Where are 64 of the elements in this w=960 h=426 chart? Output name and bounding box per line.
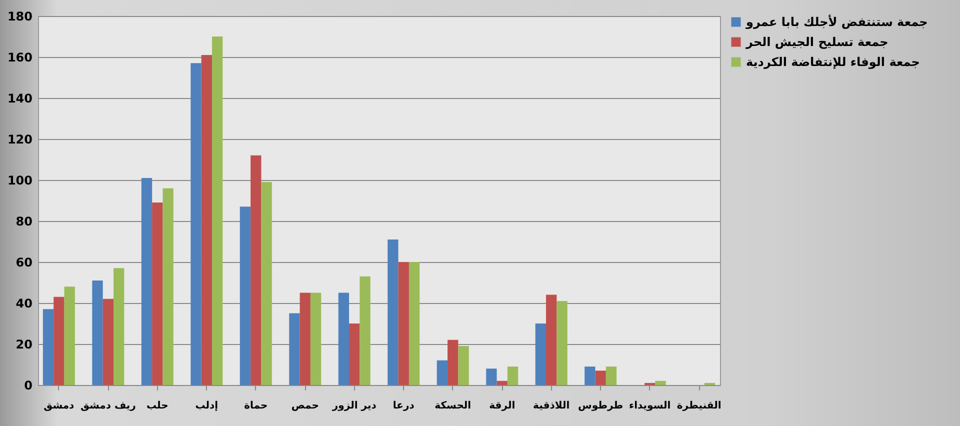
legend-label: جمعة تسليح الجيش الحر <box>745 35 888 49</box>
bar <box>310 292 322 385</box>
legend-label: جمعة ستنتفض لأجلك بابا عمرو <box>745 14 928 29</box>
bar <box>535 324 546 385</box>
y-tick-label: 0 <box>24 378 32 392</box>
y-tick-label: 20 <box>16 338 32 352</box>
x-tick-label: حماة <box>244 400 268 412</box>
x-tick-label: حمص <box>291 400 319 412</box>
bar <box>114 268 124 385</box>
bar <box>349 324 360 385</box>
bar <box>338 292 350 385</box>
x-tick-label: إدلب <box>195 400 218 412</box>
bar <box>606 366 617 385</box>
bar <box>584 366 596 385</box>
bar <box>54 296 64 385</box>
x-tick-label: الحسكة <box>434 400 472 412</box>
bar <box>556 300 568 385</box>
y-tick-label: 120 <box>7 132 32 146</box>
bar <box>655 380 666 385</box>
bar <box>261 182 272 385</box>
bar <box>300 292 310 385</box>
x-tick-label: ريف دمشق <box>80 400 136 412</box>
bar <box>546 294 557 385</box>
bar <box>388 239 398 385</box>
bar <box>436 360 448 385</box>
y-tick-label: 140 <box>7 92 32 106</box>
y-tick-label: 60 <box>16 256 32 270</box>
y-tick-label: 80 <box>16 214 32 228</box>
x-tick-label: اللاذقية <box>533 400 570 412</box>
bar <box>496 380 508 385</box>
y-tick-label: 40 <box>16 296 32 310</box>
bar <box>289 313 300 385</box>
bar <box>102 298 114 385</box>
bar <box>64 286 75 385</box>
bar <box>360 276 370 385</box>
legend-label: جمعة الوفاء للإنتفاضة الكردية <box>746 55 920 69</box>
bar <box>507 366 518 385</box>
x-tick-label: طرطوس <box>578 400 624 412</box>
bar <box>92 280 103 385</box>
bar <box>240 206 251 385</box>
bar <box>408 262 420 385</box>
x-tick-label: السويداء <box>628 400 671 412</box>
bar <box>398 262 409 385</box>
x-tick-label: القنيطرة <box>676 400 722 412</box>
bar <box>250 155 262 385</box>
bar <box>458 346 469 385</box>
x-tick-label: دمشق <box>44 400 74 412</box>
bar <box>448 340 458 385</box>
bar <box>212 36 223 385</box>
bar <box>141 178 152 385</box>
y-tick-label: 100 <box>7 174 32 188</box>
bar <box>162 188 174 385</box>
bar <box>42 309 54 385</box>
x-tick-label: درعا <box>392 400 414 412</box>
bar <box>152 202 163 385</box>
bar <box>486 368 497 385</box>
x-tick-label: دير الزور <box>331 400 376 412</box>
y-tick-label: 160 <box>7 50 32 64</box>
bar <box>190 63 202 385</box>
bar <box>201 54 212 385</box>
x-tick-label: الرقة <box>489 400 516 412</box>
x-tick-label: حلب <box>146 400 168 412</box>
bar <box>595 370 606 385</box>
y-tick-label: 180 <box>7 10 32 24</box>
